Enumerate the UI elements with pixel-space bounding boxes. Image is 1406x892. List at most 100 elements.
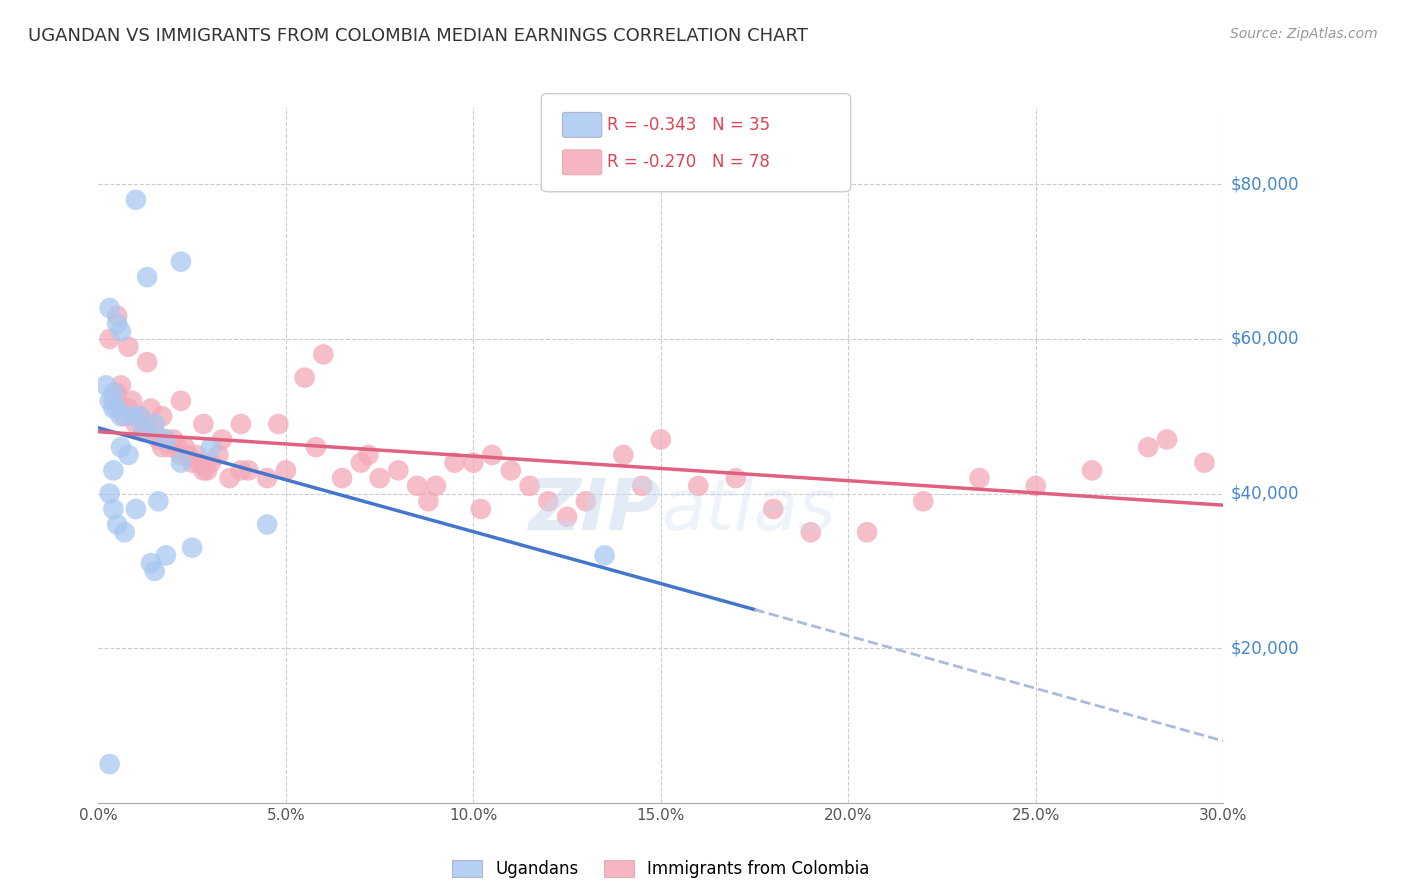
Point <box>150 409 173 424</box>
Point <box>98 757 121 772</box>
Point <box>229 463 252 477</box>
Point <box>537 494 560 508</box>
Point <box>800 525 823 540</box>
Point <box>125 417 148 431</box>
Point <box>184 448 207 462</box>
Point <box>305 440 328 454</box>
Point <box>110 409 132 424</box>
Point <box>110 324 132 338</box>
Point <box>132 425 155 439</box>
Point <box>114 525 136 540</box>
Point <box>155 433 177 447</box>
Point <box>170 448 193 462</box>
Point <box>105 309 128 323</box>
Point <box>1156 433 1178 447</box>
Point <box>105 317 128 331</box>
Point <box>294 370 316 384</box>
Point <box>148 433 170 447</box>
Point <box>132 425 155 439</box>
Point <box>103 502 125 516</box>
Point <box>1081 463 1104 477</box>
Point <box>724 471 747 485</box>
Point <box>98 486 121 500</box>
Point <box>418 494 440 508</box>
Point <box>256 471 278 485</box>
Point <box>912 494 935 508</box>
Point <box>762 502 785 516</box>
Point <box>256 517 278 532</box>
Point <box>368 471 391 485</box>
Point <box>117 448 139 462</box>
Point <box>166 440 188 454</box>
Point <box>125 502 148 516</box>
Point <box>188 456 211 470</box>
Point <box>312 347 335 361</box>
Text: ZIP: ZIP <box>529 476 661 545</box>
Point <box>200 440 222 454</box>
Text: $60,000: $60,000 <box>1230 330 1299 348</box>
Point <box>103 393 125 408</box>
Point <box>177 448 200 462</box>
Point <box>195 463 218 477</box>
Point <box>139 556 162 570</box>
Legend: Ugandans, Immigrants from Colombia: Ugandans, Immigrants from Colombia <box>446 854 876 885</box>
Point <box>200 456 222 470</box>
Point <box>519 479 541 493</box>
Point <box>136 355 159 369</box>
Point <box>1137 440 1160 454</box>
Point <box>631 479 654 493</box>
Point <box>688 479 710 493</box>
Point <box>159 440 181 454</box>
Point <box>470 502 492 516</box>
Text: atlas: atlas <box>661 476 835 545</box>
Point <box>105 386 128 401</box>
Point <box>229 417 252 431</box>
Text: R = -0.270   N = 78: R = -0.270 N = 78 <box>607 153 770 171</box>
Text: $20,000: $20,000 <box>1230 640 1299 657</box>
Text: R = -0.343   N = 35: R = -0.343 N = 35 <box>607 116 770 134</box>
Text: UGANDAN VS IMMIGRANTS FROM COLOMBIA MEDIAN EARNINGS CORRELATION CHART: UGANDAN VS IMMIGRANTS FROM COLOMBIA MEDI… <box>28 27 808 45</box>
Point <box>98 332 121 346</box>
Point <box>143 417 166 431</box>
Point <box>1025 479 1047 493</box>
Point <box>443 456 465 470</box>
Point <box>1194 456 1216 470</box>
Point <box>575 494 598 508</box>
Point <box>555 509 578 524</box>
Point <box>128 409 150 424</box>
Point <box>94 378 117 392</box>
Point <box>170 393 193 408</box>
Point <box>193 417 215 431</box>
Point <box>128 409 150 424</box>
Point <box>121 409 143 424</box>
Point <box>117 401 139 416</box>
Point <box>181 456 204 470</box>
Point <box>98 301 121 315</box>
Point <box>387 463 409 477</box>
Point <box>136 417 159 431</box>
Point <box>267 417 290 431</box>
Point <box>136 270 159 285</box>
Point <box>463 456 485 470</box>
Point <box>211 433 233 447</box>
Point <box>274 463 297 477</box>
Point <box>121 393 143 408</box>
Point <box>170 254 193 268</box>
Point <box>499 463 522 477</box>
Point <box>103 386 125 401</box>
Point <box>856 525 879 540</box>
Point <box>173 440 195 454</box>
Point <box>406 479 429 493</box>
Point <box>103 401 125 416</box>
Point <box>162 433 184 447</box>
Point <box>181 541 204 555</box>
Point <box>105 517 128 532</box>
Point <box>593 549 616 563</box>
Text: Source: ZipAtlas.com: Source: ZipAtlas.com <box>1230 27 1378 41</box>
Point <box>969 471 991 485</box>
Point <box>125 193 148 207</box>
Point <box>155 433 177 447</box>
Point <box>350 456 373 470</box>
Point <box>155 549 177 563</box>
Point <box>143 564 166 578</box>
